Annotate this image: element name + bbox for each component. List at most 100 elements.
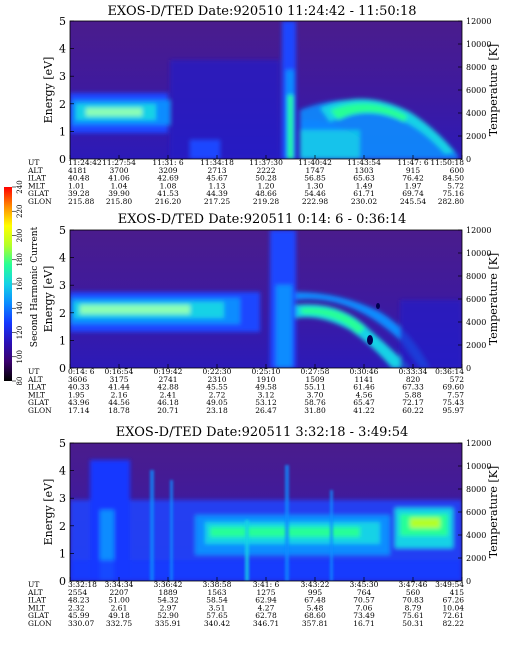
y2-tick-label: 0 (466, 155, 471, 164)
table-cell: 1.95 (68, 390, 85, 399)
table-cell: 11:27:54 (102, 158, 136, 167)
y2-tick-label: 12000 (466, 226, 491, 235)
table-cell: 995 (308, 588, 323, 597)
table-cell: 357.81 (302, 619, 328, 628)
table-cell: 7.06 (356, 603, 373, 612)
table-cell: 3:43:22 (301, 580, 330, 589)
table-cell: 40.33 (68, 383, 90, 392)
table-cell: 1303 (354, 166, 373, 175)
table-cell: 73.49 (353, 611, 375, 620)
table-row-label: MLT (28, 603, 45, 612)
table-row-label: MLT (28, 181, 45, 190)
table-cell: 50.31 (402, 619, 423, 628)
table-cell: 11:37:30 (249, 158, 283, 167)
table-row-label: GLON (28, 197, 52, 206)
table-cell: 49.58 (255, 383, 277, 392)
table-cell: 49.18 (108, 611, 130, 620)
table-cell: 5.72 (447, 181, 464, 190)
table-cell: 282.80 (438, 197, 464, 206)
table-cell: 215.88 (68, 197, 94, 206)
y-tick-label: 0 (59, 153, 66, 166)
table-cell: 11:40:42 (298, 158, 332, 167)
table-cell: 3:45:30 (350, 580, 379, 589)
table-cell: 2207 (109, 588, 128, 597)
spectrogram-panel-2: EXOS-D/TED Date:920511 0:14: 6 - 0:36:14… (27, 212, 500, 415)
y-tick-label: 1 (59, 547, 66, 560)
table-cell: 1.20 (258, 181, 275, 190)
table-cell: 23.18 (206, 406, 228, 415)
table-cell: 5.48 (307, 603, 324, 612)
table-cell: 0:30:46 (350, 367, 379, 376)
table-cell: 72.17 (402, 398, 424, 407)
table-row-label: GLON (28, 406, 52, 415)
colorbar: Second Harmonic Current 80 100 120 140 160 18… (4, 180, 40, 385)
table-cell: 39.28 (68, 189, 90, 198)
y-tick-label: 4 (59, 43, 66, 56)
table-cell: 1.01 (68, 181, 85, 190)
table-cell: 55.11 (304, 383, 325, 392)
table-cell: 54.32 (157, 596, 179, 605)
y2-tick-label: 2000 (466, 554, 486, 563)
table-cell: 340.42 (204, 619, 230, 628)
colorbar-tick-label: 140 (16, 302, 24, 315)
table-cell: 52.90 (157, 611, 179, 620)
table-cell: 20.71 (157, 406, 178, 415)
table-cell: 3:47:46 (399, 580, 428, 589)
table-cell: 4.56 (356, 390, 373, 399)
colorbar-label: Second Harmonic Current (30, 226, 40, 347)
table-cell: 3175 (109, 375, 128, 384)
table-cell: 31.80 (304, 406, 326, 415)
y2-tick-label: 8000 (466, 485, 486, 494)
y2-axis-label: Temperature [K] (487, 44, 500, 136)
table-cell: 3700 (109, 166, 128, 175)
table-cell: 41.53 (157, 189, 179, 198)
table-row-label: ALT (27, 588, 43, 597)
table-cell: 1141 (354, 375, 373, 384)
table-cell: 60.22 (402, 406, 424, 415)
table-cell: 65.47 (353, 398, 375, 407)
table-cell: 11:34:18 (200, 158, 234, 167)
table-cell: 415 (450, 588, 465, 597)
table-cell: 0:16:54 (105, 367, 134, 376)
table-cell: 41.06 (108, 174, 130, 183)
table-cell: 16.71 (353, 619, 374, 628)
y-tick-label: 0 (59, 362, 66, 375)
panel-1-title: EXOS-D/TED Date:920510 11:24:42 - 11:50:… (107, 4, 416, 19)
y2-tick-label: 4000 (466, 109, 486, 118)
table-cell: 82.22 (443, 619, 465, 628)
table-cell: 75.43 (443, 398, 465, 407)
y2-tick-label: 6000 (466, 86, 486, 95)
table-cell: 17.14 (68, 406, 90, 415)
table-cell: 56.85 (304, 174, 326, 183)
table-cell: 11:43:54 (347, 158, 381, 167)
table-cell: 42.69 (157, 174, 179, 183)
table-cell: 70.57 (353, 596, 375, 605)
table-cell: 245.54 (400, 197, 426, 206)
colorbar-tick-label: 100 (16, 350, 24, 363)
y2-tick-label: 6000 (466, 508, 486, 517)
table-row-label: UT (28, 158, 39, 167)
table-cell: 1889 (158, 588, 177, 597)
y-tick-label: 2 (59, 307, 66, 320)
y-tick-label: 3 (59, 70, 66, 83)
y-axis-label: Energy [eV] (42, 57, 55, 124)
table-cell: 1.08 (160, 181, 177, 190)
y-tick-label: 5 (59, 437, 66, 450)
table-cell: 2.41 (160, 390, 177, 399)
table-cell: 3:36:42 (154, 580, 183, 589)
table-cell: 1.13 (209, 181, 226, 190)
table-cell: 3:34:34 (105, 580, 134, 589)
table-cell: 1747 (305, 166, 324, 175)
spectrogram-panel-1: EXOS-D/TED Date:920510 11:24:42 - 11:50:… (27, 4, 500, 206)
colorbar-tick-label: 180 (16, 253, 24, 266)
colorbar-tick-label: 160 (16, 277, 24, 290)
table-row-label: ILAT (28, 174, 46, 183)
table-cell: 11:47: 6 (397, 158, 429, 167)
table-row-label: GLAT (28, 398, 49, 407)
table-cell: 8.79 (405, 603, 422, 612)
table-cell: 346.71 (253, 619, 279, 628)
table-cell: 3.70 (307, 390, 324, 399)
colorbar-tick-label: 80 (16, 377, 24, 386)
table-row-label: ALT (27, 375, 43, 384)
